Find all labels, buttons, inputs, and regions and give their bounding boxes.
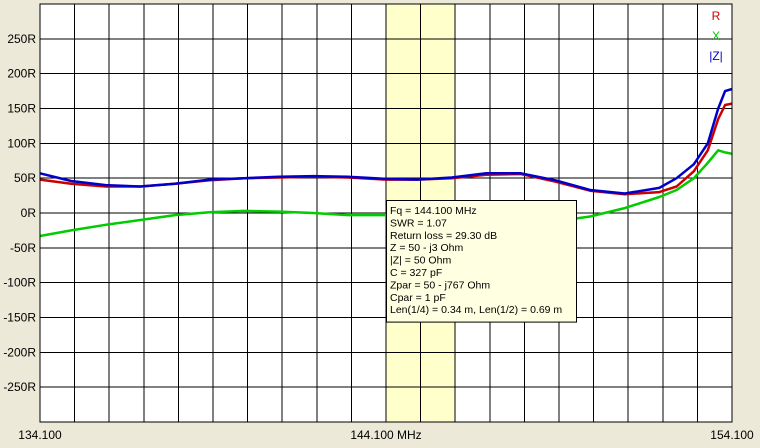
y-tick-label: 0R [21,206,37,220]
marker-tooltip-line: Len(1/4) = 0.34 m, Len(1/2) = 0.69 m [390,304,562,316]
y-tick-label: -100R [3,276,36,290]
y-tick-label: -50R [10,241,36,255]
y-tick-label: -200R [3,345,36,359]
x-tick-label: 154.100 [710,428,754,442]
y-tick-label: 100R [7,136,36,150]
series-line-z [39,87,733,195]
y-tick-label: 250R [7,32,36,46]
x-tick-label: 144.100 MHz [350,428,421,442]
y-tick-label: -250R [3,380,36,394]
legend-entry: |Z| [709,49,723,63]
marker-tooltip-line: Zpar = 50 - j767 Ohm [390,279,490,291]
marker-tooltip-line: C = 327 pF [390,267,442,279]
legend-entry: R [712,9,721,23]
marker-tooltip-line: Cpar = 1 pF [390,292,446,304]
y-tick-label: 50R [14,171,36,185]
marker-tooltip-line: Fq = 144.100 MHz [390,205,477,217]
marker-tooltip-line: |Z| = 50 Ohm [390,255,451,267]
y-tick-label: -150R [3,311,36,325]
plot-border [39,3,733,423]
y-tick-label: 150R [7,102,36,116]
marker-tooltip [386,200,577,323]
marker-tooltip-line: Z = 50 - j3 Ohm [390,242,463,254]
marker-tooltip-line: Return loss = 29.30 dB [390,230,497,242]
y-tick-label: 200R [7,67,36,81]
legend-entry: X [712,29,720,43]
marker-tooltip-line: SWR = 1.07 [390,217,447,229]
x-tick-label: 134.100 [18,428,62,442]
